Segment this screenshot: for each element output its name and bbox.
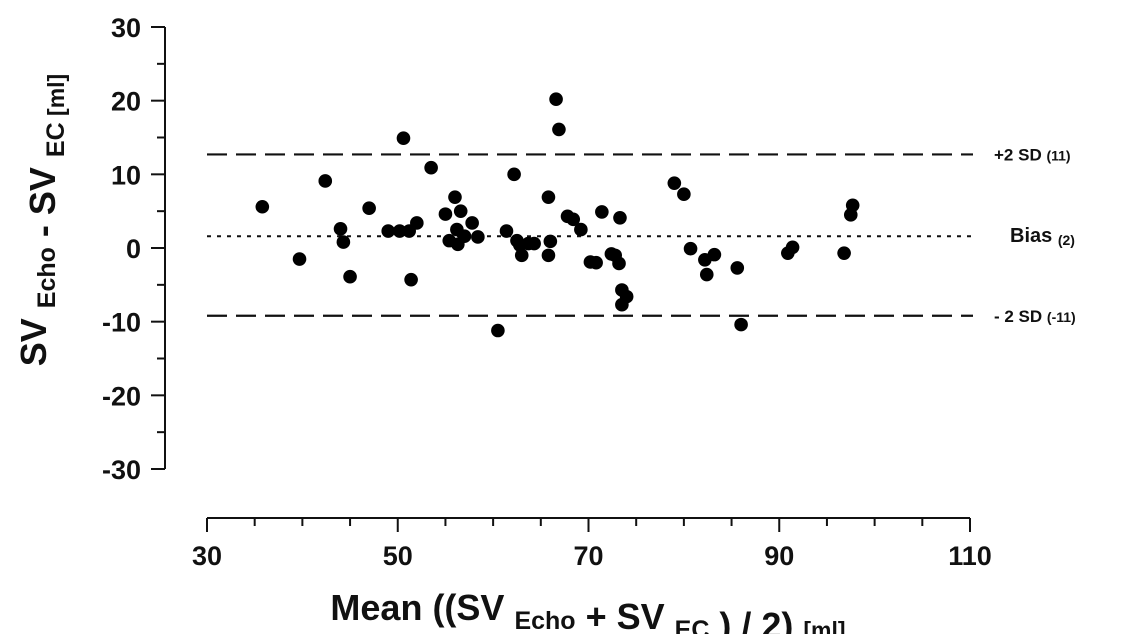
axis-title-part: Mean ((SV	[330, 587, 514, 628]
data-point	[336, 235, 351, 249]
x-axis-title: Mean ((SV Echo + SV EC ) / 2) [ml]	[330, 587, 845, 634]
data-point	[507, 167, 521, 182]
data-point	[465, 216, 479, 230]
axis-title-subscript: EC	[42, 122, 70, 157]
data-point	[574, 222, 588, 237]
data-point	[499, 224, 514, 238]
data-point	[318, 174, 333, 188]
ref-line-label: - 2 SD (-11)	[994, 307, 1076, 326]
y-axis: 30 20 10 0 -10 -20 -30	[102, 13, 166, 485]
data-point	[589, 255, 603, 270]
data-point	[392, 224, 407, 238]
data-point	[667, 176, 682, 190]
data-point	[785, 240, 800, 255]
data-point	[343, 269, 357, 284]
data-point	[404, 272, 418, 287]
y-tick-label: -20	[102, 381, 141, 411]
data-point	[333, 222, 348, 236]
ref-line-label: Bias (2)	[1010, 225, 1075, 248]
data-point	[527, 236, 541, 251]
axis-title-subscript: Echo	[33, 247, 61, 308]
data-point	[396, 131, 411, 146]
data-point	[453, 204, 468, 218]
data-point	[424, 160, 438, 175]
data-point	[683, 241, 698, 256]
y-axis-title: SV Echo - SV EC [ml]	[13, 74, 70, 366]
data-point	[471, 230, 485, 244]
data-point	[362, 201, 376, 216]
axis-title-subscript: Echo	[514, 607, 575, 634]
data-point	[549, 92, 563, 106]
data-point	[734, 317, 748, 332]
data-point	[491, 323, 505, 338]
data-point	[845, 198, 860, 213]
data-point	[541, 190, 556, 204]
data-point	[612, 256, 626, 271]
axis-title-part: - SV	[22, 157, 63, 247]
x-tick-label: 110	[948, 541, 992, 571]
data-point	[543, 234, 558, 249]
axis-title-part: [ml]	[803, 617, 845, 634]
data-point	[457, 229, 472, 244]
y-tick-label: -30	[102, 455, 141, 485]
data-point	[438, 207, 453, 221]
y-tick-label: 30	[111, 13, 141, 43]
data-point	[566, 212, 581, 227]
data-point	[677, 187, 691, 202]
data-point	[410, 216, 424, 230]
data-point	[707, 247, 722, 262]
data-point	[837, 246, 851, 260]
data-point	[448, 190, 462, 204]
x-tick-label: 70	[573, 541, 603, 571]
data-point	[292, 252, 307, 266]
data-point	[541, 248, 556, 263]
y-tick-label: 0	[126, 234, 141, 264]
data-point	[699, 267, 714, 282]
ref-line-label: +2 SD (11)	[994, 145, 1071, 164]
y-tick-label: 20	[111, 87, 141, 117]
data-point	[381, 224, 396, 238]
x-tick-label: 90	[764, 541, 794, 571]
y-tick-label: 10	[111, 160, 141, 190]
x-tick-label: 30	[192, 541, 222, 571]
y-tick-label: -10	[102, 308, 141, 338]
data-point	[552, 122, 566, 137]
axis-title-part: [ml]	[43, 74, 69, 123]
x-axis: 30 50 70 90 110	[192, 517, 992, 571]
data-point	[255, 199, 270, 214]
data-point	[730, 261, 745, 275]
data-point	[514, 248, 529, 263]
axis-title-part: + SV	[576, 596, 675, 634]
x-tick-label: 50	[383, 541, 413, 571]
axis-title-part: SV	[13, 308, 54, 366]
data-points	[255, 92, 860, 338]
data-point	[595, 205, 609, 219]
axis-title-part: ) / 2)	[709, 605, 803, 634]
data-point	[619, 289, 634, 304]
axis-title-subscript: EC	[675, 616, 710, 634]
reference-lines: +2 SD (11) Bias (2) - 2 SD (-11)	[207, 145, 1076, 326]
data-point	[613, 210, 627, 225]
